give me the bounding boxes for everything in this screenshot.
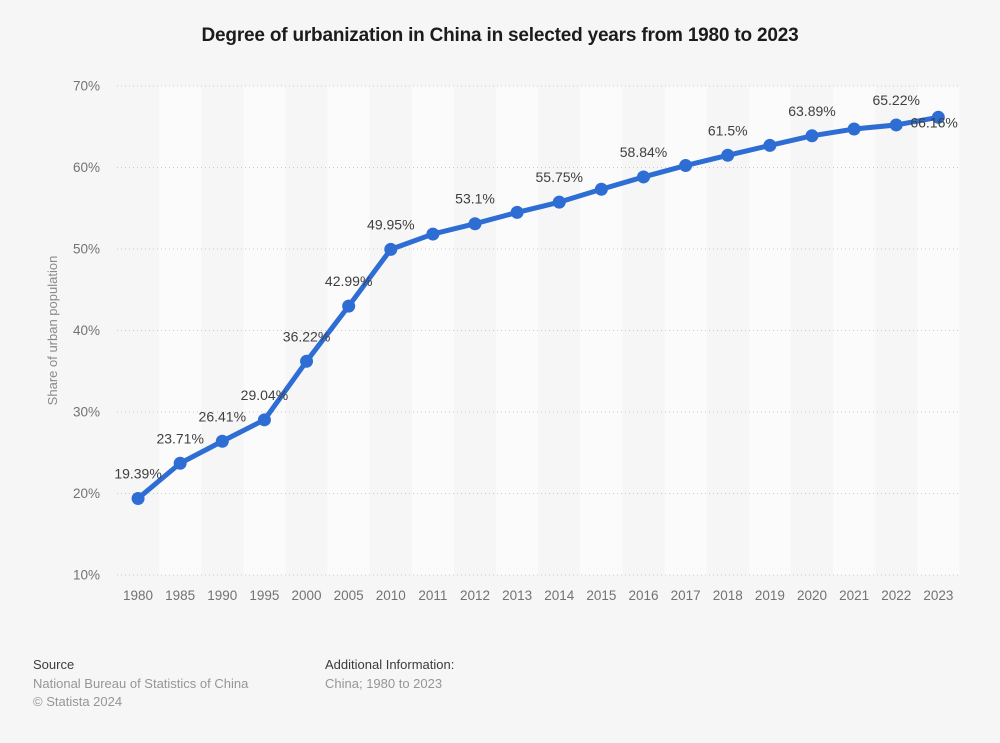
x-tick-label: 2021 [839, 588, 869, 603]
point-label: 29.04% [241, 387, 288, 403]
plot-stripe [833, 86, 876, 575]
source-heading: Source [33, 657, 75, 672]
point-label: 65.22% [872, 92, 919, 108]
additional-info-block: Additional Information: China; 1980 to 2… [325, 656, 454, 712]
data-point[interactable] [931, 110, 945, 124]
y-tick-label: 10% [73, 568, 100, 583]
x-tick-label: 2017 [671, 588, 701, 603]
point-label: 23.71% [156, 430, 203, 446]
data-point[interactable] [131, 491, 145, 505]
x-tick-label: 2018 [713, 588, 743, 603]
source-name: National Bureau of Statistics of China [33, 675, 249, 691]
source-block: Source National Bureau of Statistics of … [33, 656, 325, 712]
series-line [135, 114, 941, 501]
chart-title: Degree of urbanization in China in selec… [201, 25, 799, 46]
x-tick-label: 1995 [249, 588, 279, 603]
plot-stripe [917, 86, 960, 575]
point-label: 36.22% [283, 328, 330, 344]
x-tick-label: 2023 [923, 588, 953, 603]
data-point[interactable] [510, 205, 524, 219]
x-tick-label: 1990 [207, 588, 237, 603]
y-tick-label: 50% [73, 242, 100, 257]
chart-footer: Source National Bureau of Statistics of … [33, 656, 454, 712]
plot-stripe [243, 86, 286, 575]
point-label: 63.89% [788, 103, 835, 119]
data-point[interactable] [637, 170, 650, 184]
data-point[interactable] [342, 299, 356, 313]
additional-info-text: China; 1980 to 2023 [325, 675, 443, 691]
y-axis-title: Share of urban population [45, 256, 60, 406]
point-label: 66.16% [910, 114, 957, 130]
point-label: 42.99% [325, 273, 372, 289]
data-point[interactable] [468, 217, 482, 231]
data-point[interactable] [300, 354, 314, 368]
point-label: 26.41% [199, 408, 246, 424]
plot-stripe [327, 86, 370, 575]
data-point[interactable] [384, 242, 398, 256]
x-tick-label: 2012 [460, 588, 490, 603]
data-point[interactable] [721, 148, 735, 162]
x-tick-label: 2005 [334, 588, 364, 603]
x-tick-label: 2019 [755, 588, 785, 603]
plot-stripe [411, 86, 454, 575]
point-label: 55.75% [536, 169, 583, 185]
additional-info-heading: Additional Information: [325, 657, 455, 672]
data-point[interactable] [173, 456, 187, 470]
x-tick-label: 2010 [376, 588, 406, 603]
x-tick-label: 2013 [502, 588, 532, 603]
y-tick-label: 30% [73, 405, 100, 420]
point-label: 49.95% [367, 216, 414, 232]
x-tick-label: 2011 [418, 588, 447, 603]
point-label: 19.39% [114, 465, 161, 481]
x-tick-label: 2020 [797, 588, 827, 603]
x-tick-label: 1985 [165, 588, 195, 603]
x-tick-label: 2022 [881, 588, 911, 603]
data-point[interactable] [594, 182, 608, 196]
point-label: 53.1% [455, 191, 495, 207]
data-point[interactable] [847, 122, 861, 136]
y-tick-label: 20% [73, 486, 100, 501]
urbanization-line-chart: 10% 20% 30% 40% 50% 60% 70% 1980 1985 1990 1995 200… [45, 79, 960, 603]
data-point[interactable] [763, 138, 777, 152]
y-tick-label: 60% [73, 160, 100, 175]
x-tick-label: 2016 [628, 588, 658, 603]
x-tick-label: 2000 [292, 588, 322, 603]
x-tick-label: 2015 [586, 588, 616, 603]
data-point[interactable] [552, 195, 566, 209]
data-point[interactable] [679, 159, 693, 173]
y-tick-label: 70% [73, 79, 100, 94]
x-tick-label: 1980 [123, 588, 153, 603]
y-tick-label: 40% [73, 323, 100, 338]
data-point[interactable] [257, 413, 271, 427]
copyright-notice: © Statista 2024 [33, 694, 123, 709]
data-point[interactable] [889, 118, 903, 132]
data-point[interactable] [215, 434, 229, 448]
x-tick-label: 2014 [544, 588, 575, 603]
plot-stripe [159, 86, 202, 575]
point-label: 58.84% [620, 144, 667, 160]
data-point[interactable] [426, 227, 440, 241]
data-point[interactable] [805, 129, 819, 143]
point-label: 61.5% [708, 122, 748, 138]
